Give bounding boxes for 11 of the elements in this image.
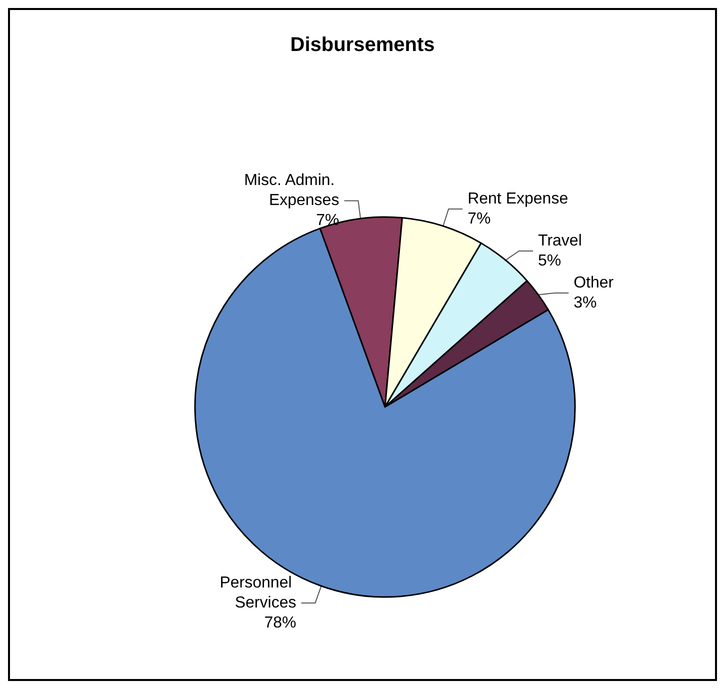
- data-label: 78%: [264, 614, 296, 632]
- slice-label: Rent Expense: [468, 190, 568, 208]
- slice-label: Misc. Admin. Expenses: [244, 172, 340, 210]
- data-label: 7%: [316, 212, 340, 230]
- slice-label: Personnel Services: [220, 574, 296, 612]
- data-label: 7%: [468, 210, 491, 228]
- slice-label: Travel: [538, 232, 582, 250]
- chart-title: Disbursements: [290, 34, 435, 56]
- slice-label: Other: [574, 274, 614, 292]
- data-label: 5%: [538, 252, 562, 270]
- data-label: 3%: [574, 294, 597, 312]
